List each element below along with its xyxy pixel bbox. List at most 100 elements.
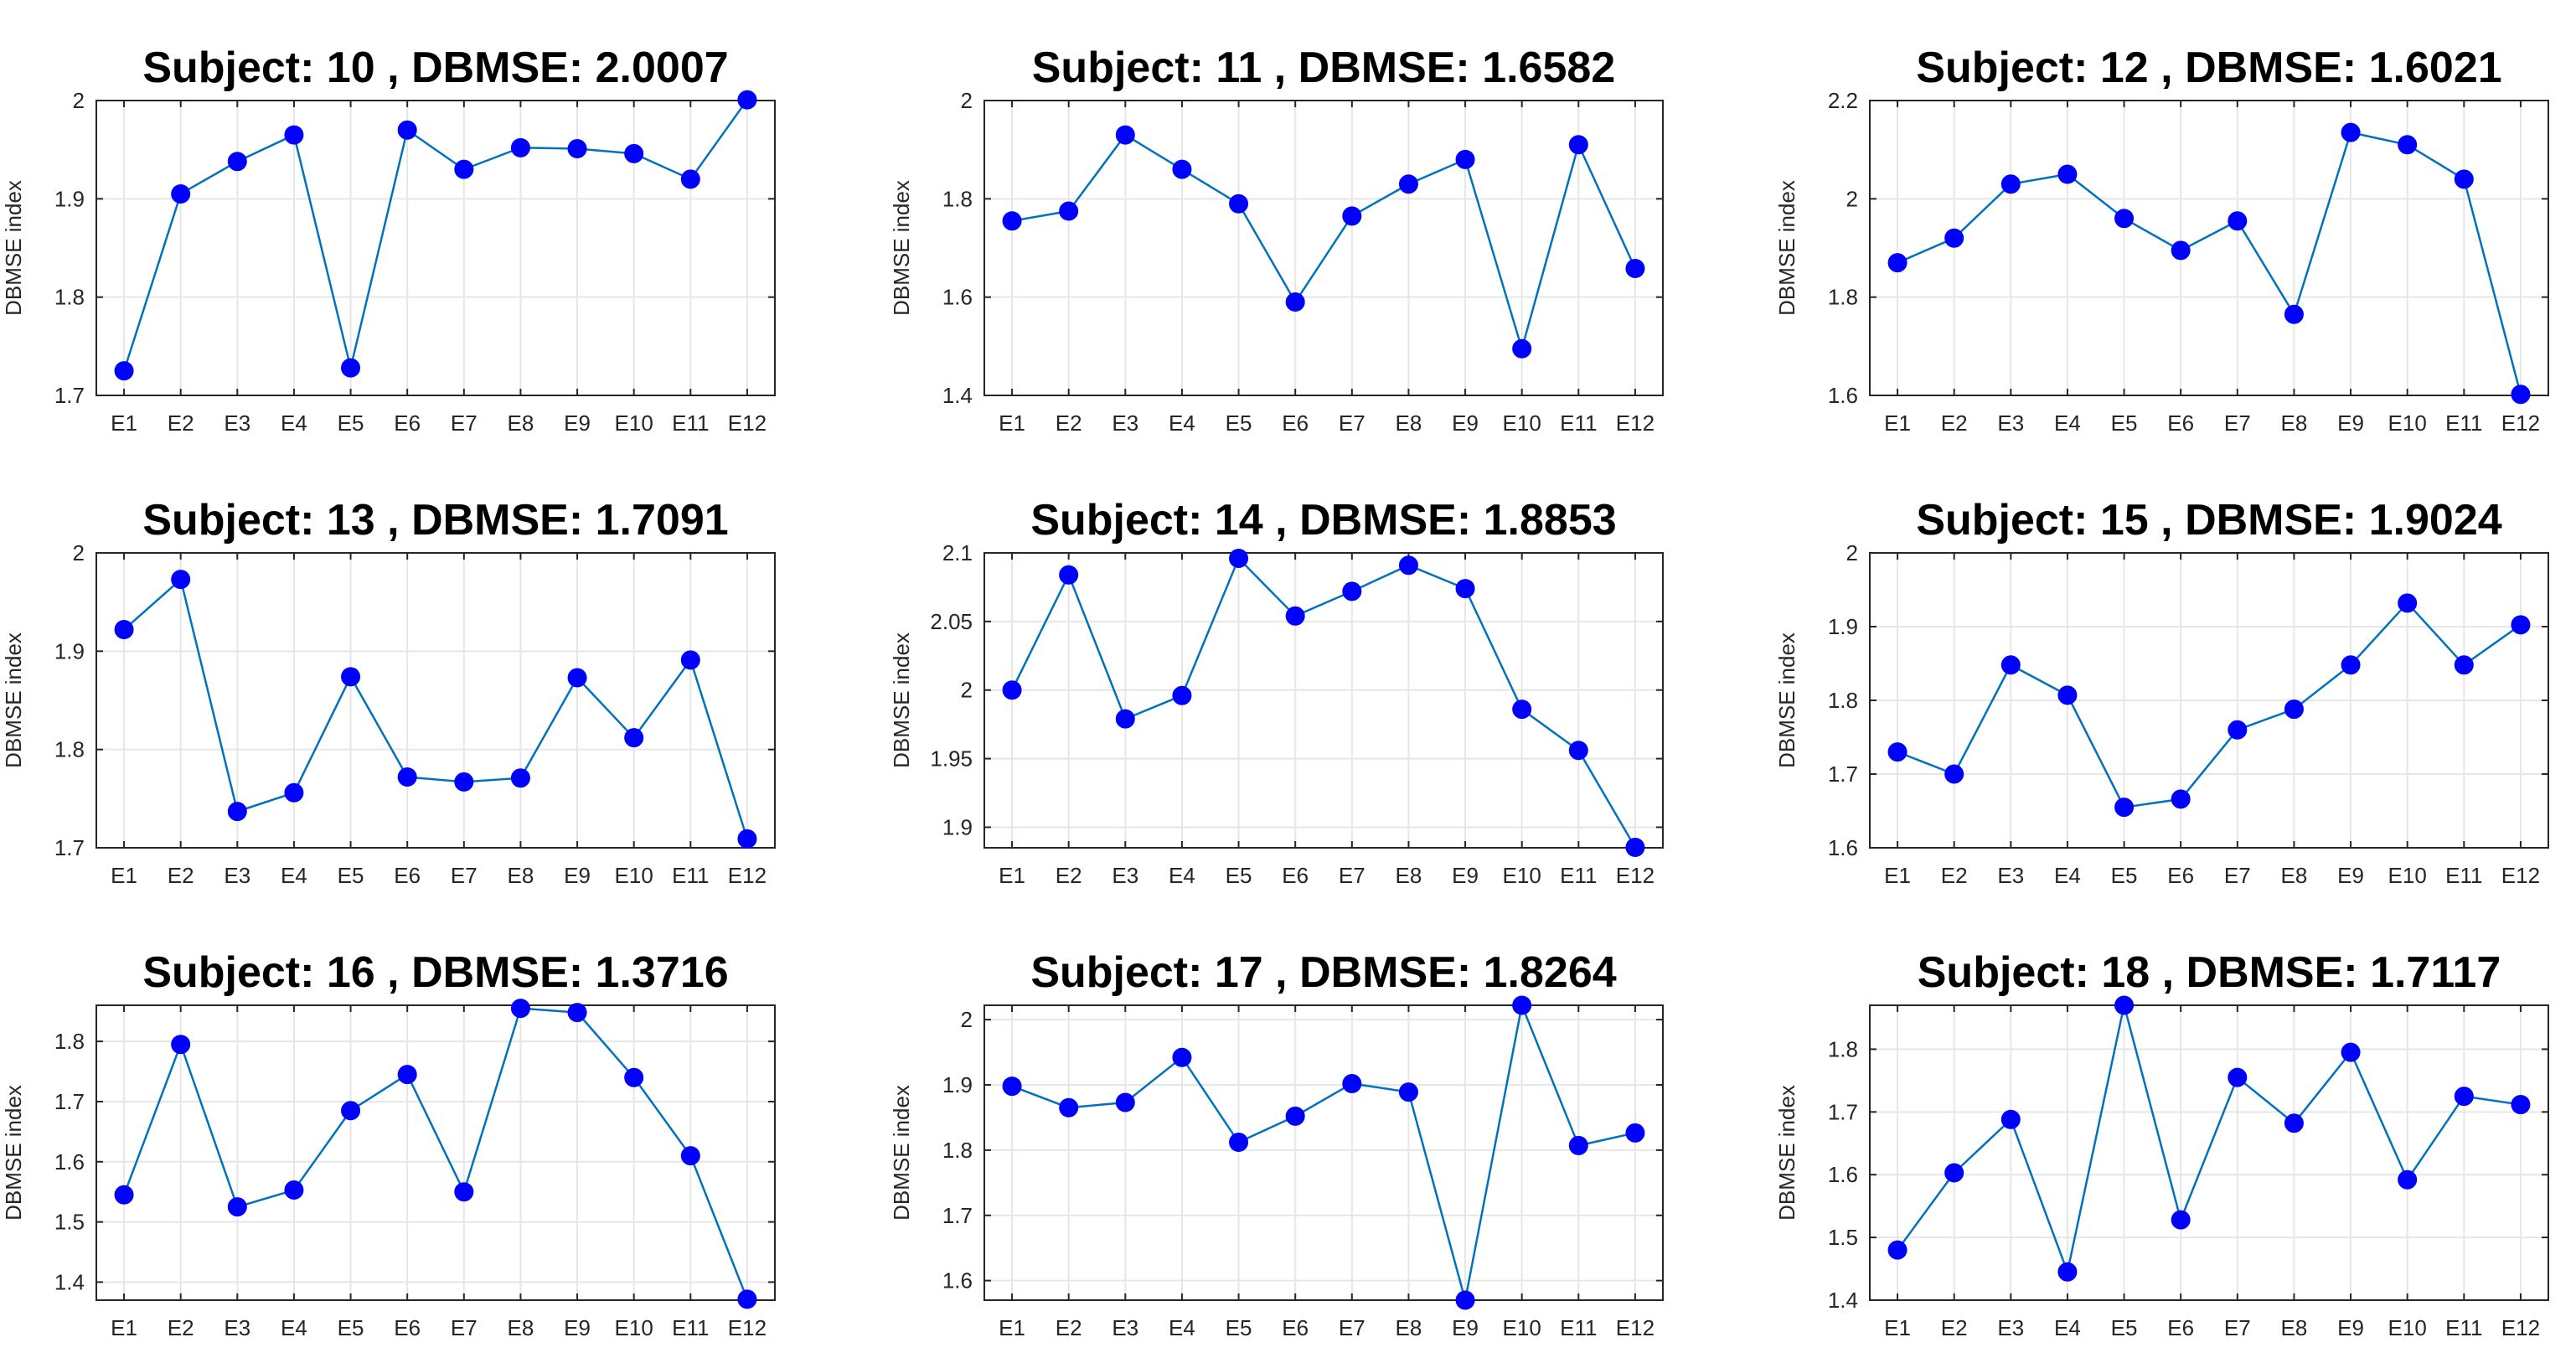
x-tick-label: E9 <box>2337 1315 2364 1340</box>
x-tick-label: E8 <box>2281 1315 2308 1340</box>
data-point <box>1512 995 1532 1015</box>
y-tick-label: 1.6 <box>54 1149 85 1175</box>
data-point <box>341 358 361 378</box>
data-point <box>1285 1106 1305 1126</box>
x-tick-label: E11 <box>672 410 709 436</box>
data-point <box>1115 709 1135 729</box>
y-tick-label: 1.9 <box>1828 614 1858 639</box>
x-tick-label: E12 <box>728 1315 767 1340</box>
x-tick-label: E9 <box>1452 863 1479 888</box>
plot-area <box>96 1005 775 1300</box>
y-tick-label: 1.6 <box>942 1268 973 1293</box>
y-tick-label: 1.6 <box>942 285 973 310</box>
x-tick-label: E7 <box>2224 1315 2251 1340</box>
x-tick-label: E5 <box>2111 1315 2138 1340</box>
x-tick-label: E10 <box>2388 410 2427 436</box>
data-point <box>397 120 417 140</box>
data-point <box>510 999 530 1019</box>
data-point <box>2171 1210 2191 1230</box>
axes-frame <box>1869 1004 2549 1301</box>
data-point <box>2398 1169 2418 1190</box>
data-point <box>737 1289 757 1309</box>
x-tick-label: E3 <box>1997 1315 2024 1340</box>
x-tick-label: E8 <box>2281 410 2308 436</box>
y-tick-label: 1.8 <box>54 737 85 762</box>
data-point <box>680 650 700 670</box>
x-tick-label: E5 <box>1226 1315 1252 1340</box>
x-tick-label: E2 <box>1056 1315 1082 1340</box>
plot-area <box>96 553 775 848</box>
plot-area <box>1870 1005 2548 1300</box>
data-point <box>1172 159 1192 179</box>
x-tick-label: E8 <box>508 410 534 436</box>
data-point <box>1002 211 1022 231</box>
y-tick-label: 1.6 <box>1828 835 1858 860</box>
series-line <box>122 1007 749 1300</box>
x-tick-label: E4 <box>2054 410 2081 436</box>
data-point <box>1625 259 1645 279</box>
x-tick-label: E9 <box>1452 1315 1479 1340</box>
data-point <box>114 1185 134 1205</box>
data-point <box>1342 206 1362 226</box>
data-point <box>1398 555 1418 576</box>
data-point <box>680 169 700 189</box>
x-tick-label: E1 <box>111 863 137 888</box>
y-tick-label: 2.2 <box>1828 88 1858 113</box>
x-tick-label: E7 <box>451 863 478 888</box>
y-tick-label: 1.8 <box>54 1029 85 1054</box>
x-tick-label: E12 <box>2501 863 2540 888</box>
data-point <box>454 772 474 792</box>
x-tick-label: E11 <box>1560 410 1597 436</box>
subplot-3: E1 E2 E3 E4 E5 E6 E7 E8 E9 E10 E11 E12 1.6 1.8 2 2.2 DBM… <box>1774 44 2549 436</box>
y-tick-label: 1.6 <box>1828 1162 1858 1187</box>
y-tick-label: 1.9 <box>54 186 85 211</box>
x-tick-label: E6 <box>1282 863 1309 888</box>
series-line <box>123 577 749 839</box>
x-tick-label: E8 <box>508 863 534 888</box>
axes-frame <box>96 100 776 396</box>
data-point <box>454 1182 474 1202</box>
x-tick-label: E12 <box>1616 1315 1655 1340</box>
data-point <box>1342 1073 1362 1093</box>
x-tick-label: E2 <box>1941 863 1968 888</box>
x-tick-label: E6 <box>1282 410 1309 436</box>
data-point <box>624 1067 644 1087</box>
data-point <box>624 728 644 748</box>
data-point <box>1944 764 1964 784</box>
data-point <box>2511 1095 2531 1115</box>
x-tick-label: E3 <box>1112 863 1138 888</box>
x-tick-label: E2 <box>1056 863 1082 888</box>
y-tick-label: 1.8 <box>1828 285 1858 310</box>
y-tick-label: 2 <box>73 88 85 113</box>
y-axis-label: DBMSE index <box>1774 1085 1799 1221</box>
y-tick-label: 2 <box>961 1007 973 1032</box>
y-tick-label: 2 <box>961 678 973 703</box>
x-tick-label: E11 <box>672 863 709 888</box>
x-tick-label: E3 <box>224 1315 250 1340</box>
y-tick-label: 1.7 <box>1828 1099 1858 1124</box>
x-tick-label: E10 <box>1503 410 1541 436</box>
axes-frame <box>983 1004 1664 1301</box>
x-tick-label: E9 <box>564 1315 591 1340</box>
data-point <box>624 143 644 163</box>
data-point <box>2171 240 2191 261</box>
plot-title: Subject: 15 , DBMSE: 1.9024 <box>1916 496 2501 545</box>
data-point <box>1512 338 1532 359</box>
x-tick-label: E4 <box>281 410 307 436</box>
data-point <box>1172 1047 1192 1067</box>
x-tick-label: E1 <box>1884 1315 1911 1340</box>
y-tick-label: 1.7 <box>54 1089 85 1114</box>
data-point <box>2228 1067 2248 1087</box>
x-tick-label: E1 <box>999 1315 1025 1340</box>
x-tick-label: E7 <box>451 1315 478 1340</box>
x-tick-label: E11 <box>1560 1315 1597 1340</box>
x-tick-label: E4 <box>1169 863 1195 888</box>
y-axis-label: DBMSE index <box>889 1085 914 1221</box>
series-line <box>1011 133 1637 353</box>
data-point <box>2284 304 2304 324</box>
x-tick-label: E6 <box>2167 410 2194 436</box>
x-tick-label: E5 <box>1226 863 1252 888</box>
data-point <box>2000 655 2021 675</box>
x-tick-label: E4 <box>1169 1315 1195 1340</box>
data-point <box>1568 1135 1588 1155</box>
